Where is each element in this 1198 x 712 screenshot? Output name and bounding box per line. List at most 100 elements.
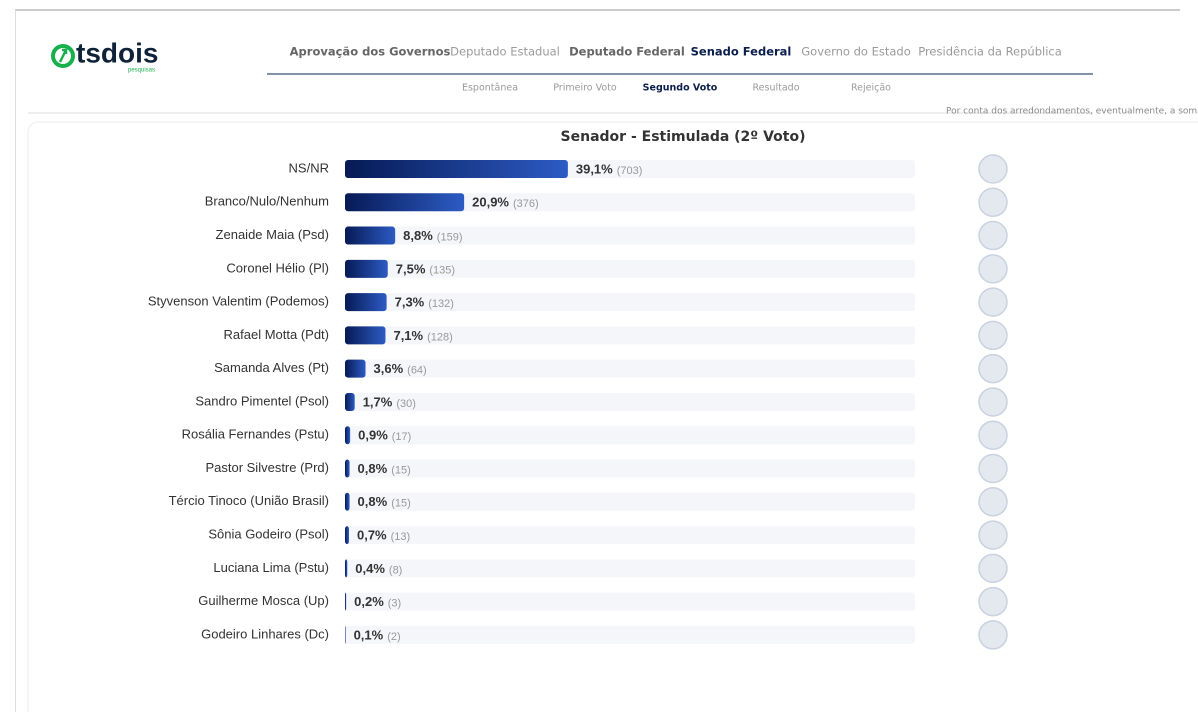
avatar xyxy=(978,287,1008,317)
value-label: 7,5% xyxy=(396,261,426,276)
bar xyxy=(345,392,355,411)
category-label: Rafael Motta (Pdt) xyxy=(224,327,330,342)
bar xyxy=(345,426,351,445)
count-label: (8) xyxy=(389,564,402,576)
category-label: Tércio Tinoco (União Brasil) xyxy=(169,493,329,508)
category-label: Godeiro Linhares (Dc) xyxy=(201,626,329,641)
bar-track xyxy=(345,392,915,411)
value-label: 0,7% xyxy=(357,528,387,543)
count-label: (3) xyxy=(388,598,401,610)
value-label: 7,1% xyxy=(393,328,423,343)
category-label: NS/NR xyxy=(289,160,329,175)
count-label: (30) xyxy=(396,398,416,410)
bar-track xyxy=(345,326,915,345)
value-label: 8,8% xyxy=(403,228,433,243)
value-label: 20,9% xyxy=(472,195,509,210)
count-label: (132) xyxy=(428,298,454,310)
nav-item[interactable]: Deputado Federal xyxy=(569,45,685,59)
category-label: Sônia Godeiro (Psol) xyxy=(208,527,329,542)
count-label: (64) xyxy=(407,365,427,377)
category-label: Pastor Silvestre (Prd) xyxy=(205,460,329,475)
value-label: 0,1% xyxy=(354,627,384,642)
avatar xyxy=(978,154,1008,184)
bar-track xyxy=(345,359,915,378)
category-label: Branco/Nulo/Nenhum xyxy=(205,194,329,209)
nav-item[interactable]: Aprovação dos Governos xyxy=(290,45,451,59)
count-label: (135) xyxy=(429,265,455,277)
bar-track xyxy=(345,459,915,478)
nav-item[interactable]: Deputado Estadual xyxy=(450,45,560,59)
avatar xyxy=(978,520,1008,550)
category-label: Sandro Pimentel (Psol) xyxy=(195,393,329,408)
avatar xyxy=(978,254,1008,284)
count-label: (128) xyxy=(427,331,453,343)
count-label: (15) xyxy=(391,464,411,476)
bar xyxy=(345,326,386,345)
value-label: 1,7% xyxy=(363,394,393,409)
count-label: (15) xyxy=(391,498,411,510)
bar xyxy=(345,625,346,644)
avatar xyxy=(978,220,1008,251)
avatar xyxy=(978,553,1008,584)
bar-track xyxy=(345,526,915,545)
logo-sub: pesquisas xyxy=(128,68,155,74)
category-label: Rosália Fernandes (Pstu) xyxy=(182,427,329,442)
bar xyxy=(345,293,387,312)
count-label: (2) xyxy=(387,631,400,643)
value-label: 3,6% xyxy=(374,361,404,376)
logo-icon xyxy=(58,48,68,63)
bar xyxy=(345,526,349,545)
avatar xyxy=(978,353,1008,384)
bar-track xyxy=(345,559,915,578)
bar xyxy=(345,226,396,245)
count-label: (17) xyxy=(392,431,412,443)
logo-icon xyxy=(51,44,75,68)
avatar xyxy=(978,487,1008,517)
bar-track xyxy=(345,259,915,278)
count-label: (703) xyxy=(617,165,643,177)
subnav-item[interactable]: Primeiro Voto xyxy=(553,83,617,94)
value-label: 0,9% xyxy=(358,428,388,443)
bar-track xyxy=(345,293,915,312)
bar xyxy=(345,592,347,611)
avatar xyxy=(978,320,1008,351)
avatar xyxy=(978,420,1008,450)
bar-track xyxy=(345,492,915,511)
bar-track xyxy=(345,426,915,445)
category-label: Zenaide Maia (Psd) xyxy=(216,227,329,242)
value-label: 7,3% xyxy=(395,295,425,310)
avatar xyxy=(978,453,1008,484)
subnav-item[interactable]: Rejeição xyxy=(851,83,891,94)
avatar xyxy=(978,187,1008,218)
note: Por conta dos arredondamentos, eventualm… xyxy=(946,107,1198,117)
bar xyxy=(345,359,366,378)
subnav-item[interactable]: Espontânea xyxy=(462,83,518,94)
subnav-item[interactable]: Segundo Voto xyxy=(643,83,718,94)
avatar xyxy=(978,586,1008,617)
logo: tsdois xyxy=(76,37,158,68)
value-label: 0,4% xyxy=(355,561,385,576)
value-label: 39,1% xyxy=(576,161,613,176)
category-label: Coronel Hélio (Pl) xyxy=(226,260,329,275)
category-label: Guilherme Mosca (Up) xyxy=(198,593,329,608)
nav-item[interactable]: Senado Federal xyxy=(691,45,792,59)
avatar xyxy=(978,620,1008,650)
bar-track xyxy=(345,592,915,611)
bar xyxy=(345,459,350,478)
avatar xyxy=(978,387,1008,417)
bar xyxy=(345,559,348,578)
value-label: 0,2% xyxy=(354,594,384,609)
nav-item[interactable]: Presidência da República xyxy=(918,45,1062,59)
category-label: Samanda Alves (Pt) xyxy=(214,360,329,375)
count-label: (159) xyxy=(437,231,463,243)
count-label: (13) xyxy=(391,531,411,543)
value-label: 0,8% xyxy=(358,494,388,509)
category-label: Luciana Lima (Pstu) xyxy=(213,560,329,575)
bar xyxy=(345,492,350,511)
subnav-item[interactable]: Resultado xyxy=(752,83,799,94)
chart-title: Senador - Estimulada (2º Voto) xyxy=(561,129,806,145)
count-label: (376) xyxy=(513,198,539,210)
nav-item[interactable]: Governo do Estado xyxy=(801,45,910,59)
category-label: Styvenson Valentim (Podemos) xyxy=(148,294,329,309)
